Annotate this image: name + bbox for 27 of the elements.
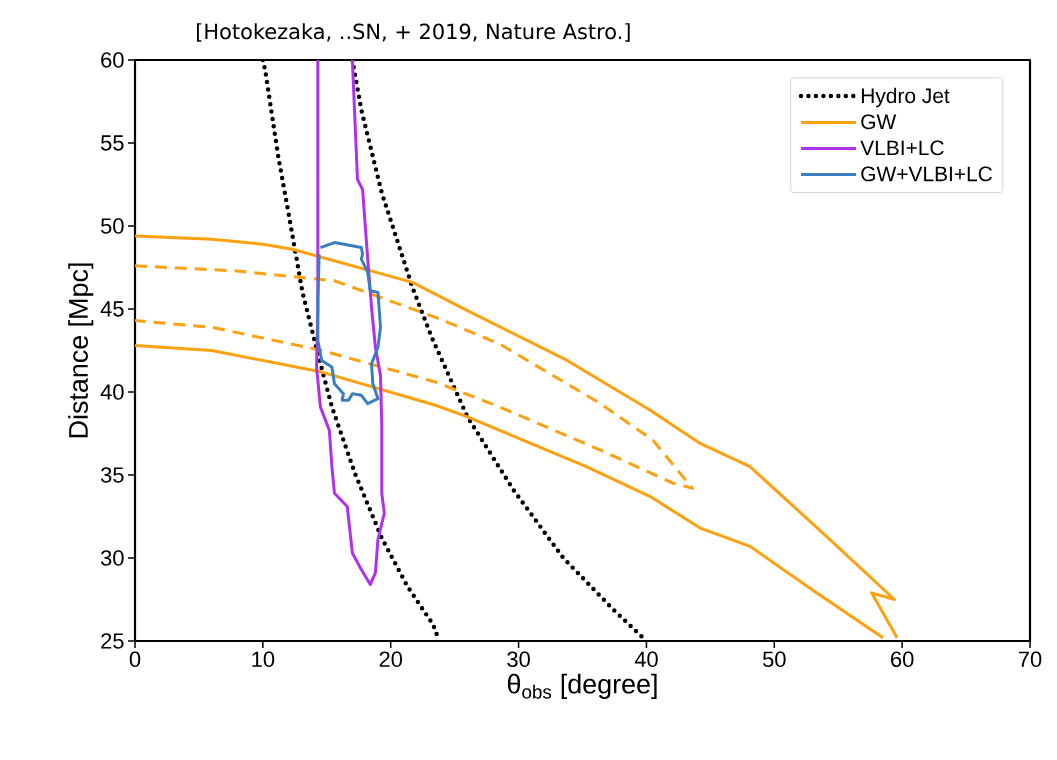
y-axis-title: Distance [Mpc] (68, 263, 94, 438)
x-tick-label: 30 (507, 651, 530, 668)
legend-label: Hydro Jet (861, 87, 950, 108)
y-tick-label: 25 (101, 633, 124, 649)
line-series (135, 234, 899, 640)
y-tick-label: 35 (100, 467, 124, 483)
legend-label: GW (861, 114, 897, 130)
text: [Hotokezaka, ..SN, + 2019, Nature Astro.] (197, 23, 630, 42)
x-tick-label: 60 (891, 651, 914, 668)
x-tick-label: 10 (252, 651, 275, 668)
x-tick-label: 20 (379, 651, 403, 668)
y-tick-label: 45 (100, 301, 124, 317)
line-series (135, 344, 885, 640)
y-tick-label: 50 (100, 218, 124, 234)
x-tick-label: 70 (1018, 651, 1042, 668)
y-tick-label: 40 (100, 384, 124, 400)
y-tick-label: 60 (101, 52, 124, 68)
x-tick-label: 40 (634, 651, 658, 668)
x-tick-label: 0 (129, 651, 141, 668)
y-tick-label: 30 (100, 550, 124, 566)
x-axis-title: θ$_{obs}$ [degree] (507, 673, 657, 699)
legend-label: VLBI+LC (860, 140, 944, 156)
x-tick-label: 50 (762, 651, 786, 668)
line-series (135, 264, 694, 490)
legend-label: GW+VLBI+LC (861, 166, 992, 182)
line-series (316, 241, 382, 406)
y-tick-label: 55 (100, 135, 124, 151)
